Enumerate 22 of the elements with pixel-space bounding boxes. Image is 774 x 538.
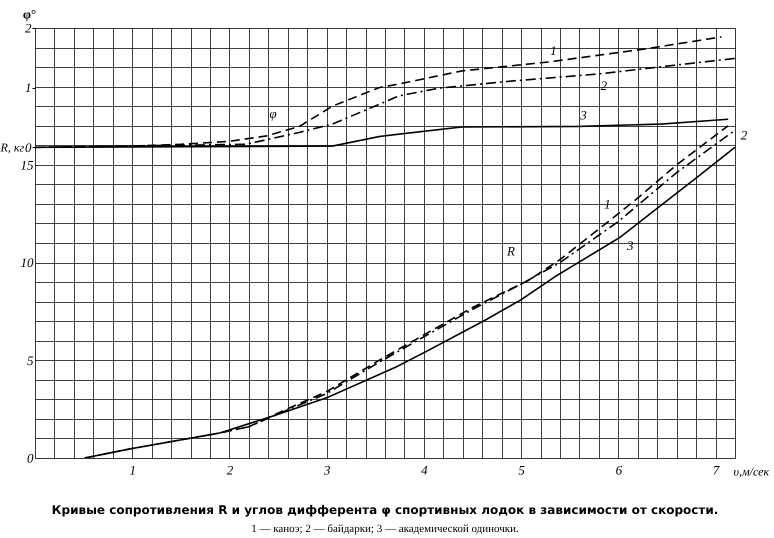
x-tick-label: 6	[616, 462, 623, 478]
series-label: 3	[579, 107, 588, 122]
x-tick-label: 2	[226, 462, 234, 478]
y-axis-title: R, кг	[0, 140, 24, 155]
y2-tick-label: 2	[25, 20, 32, 36]
annotation: φ	[269, 106, 277, 121]
y2-axis-title: φ°	[22, 6, 36, 22]
annotation: R	[506, 244, 516, 259]
y-tick-label: 5	[27, 352, 34, 368]
text: Кривые сопротивления R и углов дифферента φ спортивных лодок в зависимости от скорости.	[52, 503, 718, 517]
series-label: 2	[740, 128, 748, 143]
x-axis-title: υ,м/сек	[734, 464, 770, 478]
y-tick-label: 10	[20, 255, 34, 270]
x-tick-label: 4	[421, 462, 428, 478]
x-tick-label: 5	[518, 462, 526, 478]
y-tick-label: 0	[27, 450, 34, 466]
x-tick-label: 7	[712, 462, 720, 478]
x-tick-label: 1	[129, 462, 136, 478]
text: 1 — каноэ; 2 — байдарки; 3 — академической одиночки.	[251, 523, 520, 535]
y2-tick-label: 1	[25, 80, 32, 96]
y-tick-label: 15	[20, 157, 34, 172]
x-tick-label: 3	[322, 462, 331, 478]
